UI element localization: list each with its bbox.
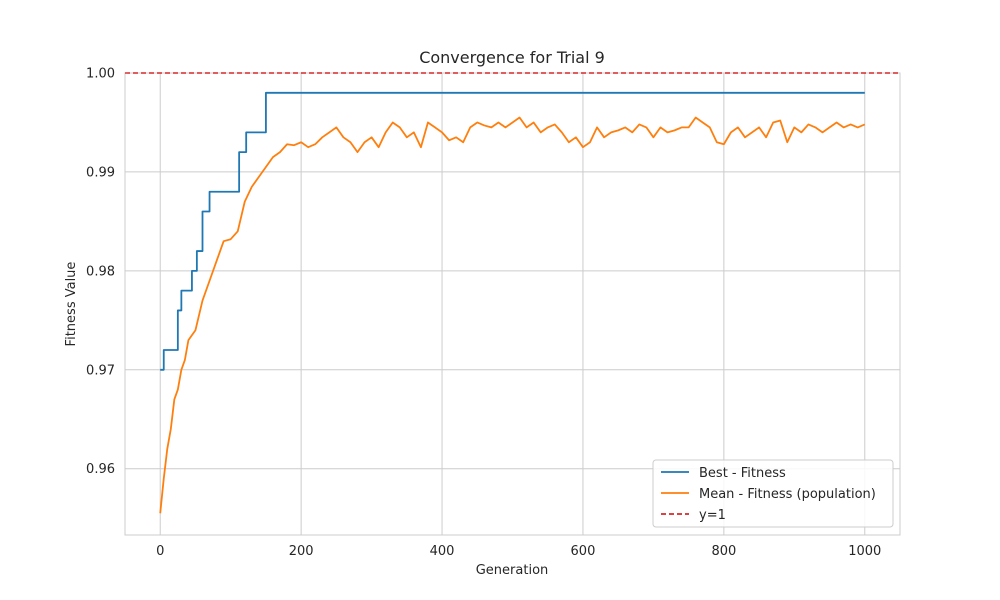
- x-tick-label: 1000: [848, 544, 881, 559]
- legend-label-best: Best - Fitness: [699, 466, 786, 481]
- series-layer: [125, 72, 900, 514]
- y-tick-label: 0.99: [86, 165, 115, 180]
- legend-label-y1: y=1: [699, 508, 726, 523]
- y-tick-label: 0.96: [86, 462, 115, 477]
- chart-title: Convergence for Trial 9: [419, 48, 605, 67]
- y-tick-label: 1.00: [86, 67, 115, 82]
- x-tick-label: 0: [156, 544, 164, 559]
- ticks: 0 200 400 600 800 1000 0.96 0.97 0.98 0.99 1.00: [86, 67, 881, 560]
- y-axis-label: Fitness Value: [64, 262, 79, 347]
- x-axis-label: Generation: [476, 563, 549, 578]
- x-tick-label: 600: [571, 544, 596, 559]
- x-tick-label: 400: [430, 544, 455, 559]
- legend-label-mean: Mean - Fitness (population): [699, 487, 876, 502]
- legend-box: [652, 459, 894, 528]
- series-line-best-fitness: [160, 91, 865, 371]
- y-tick-label: 0.98: [86, 264, 115, 279]
- x-tick-label: 800: [711, 544, 736, 559]
- y-tick-label: 0.97: [86, 363, 115, 378]
- x-tick-label: 200: [289, 544, 314, 559]
- legend: Best - Fitness Mean - Fitness (populatio…: [652, 459, 894, 528]
- series-line-mean-fitness: [159, 116, 866, 514]
